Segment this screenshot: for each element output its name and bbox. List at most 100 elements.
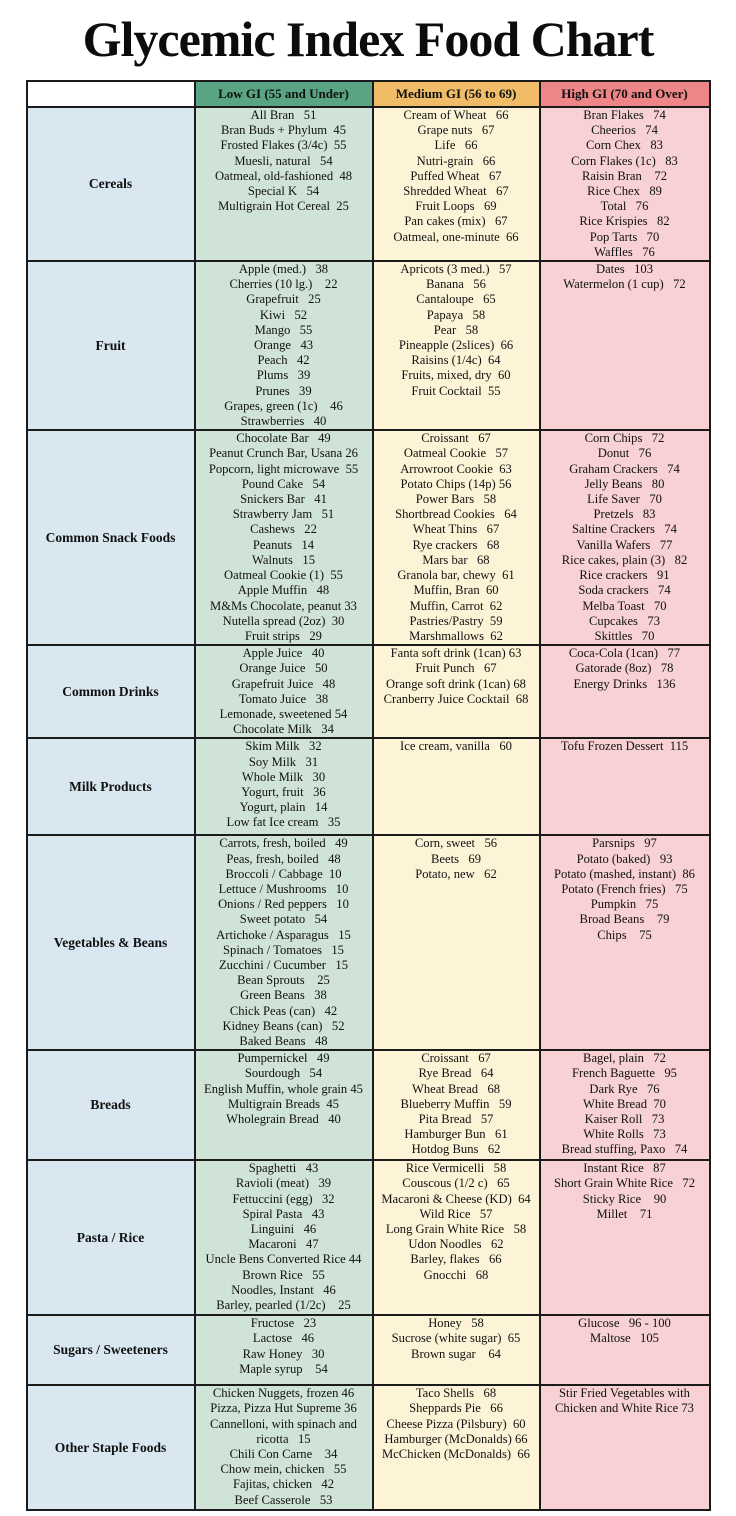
food-item: Bran Flakes 74 [583,108,666,122]
food-item: Muesli, natural 54 [234,153,333,168]
category-cell: Sugars / Sweeteners [25,1314,196,1387]
low-gi-cell: All Bran 51 Bran Buds + Phylum 45 Frosted … [193,105,374,263]
food-item: Mars bar 68 [422,552,490,567]
food-item: Kidney Beans (can) 52 [222,1018,345,1033]
food-item: Sheppards Pie 66 [409,1401,503,1416]
low-gi-cell: Apple Juice 40 Orange Juice 50 Grapefruit … [193,644,374,740]
food-item: Udon Noodles 62 [408,1237,504,1252]
food-item: Pretzels 83 [593,507,656,522]
medium-gi-cell: Fanta soft drink (1can) 63 Fruit Punch 67… [371,644,541,740]
food-item: Wheat Bread 68 [411,1081,501,1096]
food-item: Bean Sprouts 25 [237,973,330,988]
food-item: Oatmeal Cookie (1) 55 [224,568,343,583]
food-item: Broad Beans 79 [579,912,670,927]
food-item: Beets 69 [430,851,482,866]
food-item: Tomato Juice 38 [238,691,329,706]
food-item: Popcorn, light microwave 55 [208,461,359,476]
low-gi-cell: Apple (med.) 38 Cherries (10 lg.) 22 Grape… [193,260,374,432]
food-item: Low fat Ice cream 35 [226,815,341,830]
food-item: Long Grain White Rice 58 [385,1221,527,1236]
food-item: Rye Bread 64 [418,1066,494,1081]
low-gi-cell: Pumpernickel 49 Sourdough 54 English Muffi… [193,1049,374,1162]
food-item: Saltine Crackers 74 [572,522,677,537]
food-item: Barley, pearled (1/2c) 25 [216,1298,351,1312]
food-item: Orange soft drink (1can) 68 [386,676,526,691]
food-item: Bagel, plain 72 [583,1051,666,1066]
food-item: Grapefruit Juice 48 [231,676,336,691]
food-item: Cannelloni, with spinach and ricotta 15 [210,1416,361,1446]
food-item: Oatmeal, one-minute 66 [393,229,519,244]
food-item: Wholegrain Bread 40 [226,1111,341,1126]
food-item: Cheese Pizza (Pilsbury) 60 [386,1416,526,1431]
food-item: Walnuts 15 [252,552,315,567]
food-item: Skittles 70 [594,628,655,643]
low-gi-cell: Fructose 23 Lactose 46 Raw Honey 30 Maple s… [193,1314,374,1387]
food-item: Pumpkin 75 [590,897,659,912]
food-item: Kiwi 52 [259,307,308,322]
food-item: Taco Shells 68 [415,1386,497,1401]
food-item: Carrots, fresh, boiled 49 [219,836,348,851]
category-cell: Common Drinks [25,644,196,740]
high-gi-cell: Bagel, plain 72 French Baguette 95 Dark Ry… [538,1049,711,1162]
low-gi-cell: Chocolate Bar 49 Peanut Crunch Bar, Usana… [193,429,374,647]
food-item: Snickers Bar 41 [240,492,327,507]
food-item: Muffin, Carrot 62 [409,598,503,613]
food-item: Chocolate Milk 34 [233,722,334,737]
category-cell: Pasta / Rice [25,1159,196,1317]
food-item: Chili Con Carne 34 [229,1446,338,1461]
food-item: Shredded Wheat 67 [403,184,509,199]
low-gi-cell: Spaghetti 43 Ravioli (meat) 39 Fettuccini … [193,1159,374,1317]
food-item: Sucrose (white sugar) 65 [391,1331,521,1346]
high-gi-cell: Stir Fried Vegetables with Chicken and W… [538,1384,711,1512]
high-gi-cell: Corn Chips 72 Donut 76 Graham Crackers 74 J… [538,429,711,647]
food-item: Artichoke / Asparagus 15 [216,927,351,942]
food-item: Rice crackers 91 [579,568,670,583]
table-row: Common Drinks Apple Juice 40 Orange Juice … [25,644,711,740]
food-item: Spinach / Tomatoes 15 [223,942,344,957]
food-item: Apple Muffin 48 [237,583,330,598]
food-item: Bread stuffing, Paxo 74 [561,1142,688,1157]
medium-gi-cell: Cream of Wheat 66 Grape nuts 67 Life 66 Nut… [371,105,541,263]
food-item: Power Bars 58 [415,492,497,507]
food-item: Coca-Cola (1can) 77 [568,646,681,661]
food-item: Spaghetti 43 [248,1161,319,1176]
food-item: Barley, flakes 66 [410,1252,502,1267]
category-cell: Fruit [25,260,196,432]
low-gi-cell: Skim Milk 32 Soy Milk 31 Whole Milk 30 Yogu… [193,737,374,837]
food-item: Jelly Beans 80 [584,476,665,491]
food-item: Lactose 46 [252,1331,315,1346]
food-item: White Bread 70 [583,1096,666,1111]
medium-gi-cell: Ice cream, vanilla 60 [371,737,541,837]
food-item: Oatmeal Cookie 57 [403,446,509,461]
food-item: Orange 43 [253,338,314,353]
food-item: Raisins (1/4c) 64 [411,353,501,368]
food-item: Banana 56 [426,277,486,292]
food-item: Cashews 22 [250,522,317,537]
food-item: Rice Vermicelli 58 [405,1161,507,1176]
food-item: Apple (med.) 38 [238,262,329,277]
food-item: Honey 58 [428,1316,484,1331]
food-item: Shortbread Cookies 64 [395,507,517,522]
medium-gi-cell: Croissant 67 Oatmeal Cookie 57 Arrowroot C… [371,429,541,647]
food-item: Maltose 105 [590,1331,659,1346]
food-item: Soda crackers 74 [578,583,671,598]
food-item: Vanilla Wafers 77 [576,537,673,552]
high-gi-cell: Dates 103 Watermelon (1 cup) 72 [538,260,711,432]
column-header-low-gi: Low GI (55 and Under) [193,80,374,108]
food-item: Energy Drinks 136 [573,676,676,691]
food-item: Zucchini / Cucumber 15 [218,957,349,972]
food-item: Yogurt, fruit 36 [241,784,326,799]
food-item: Sticky Rice 90 [582,1191,667,1206]
food-item: Nutri-grain 66 [416,153,496,168]
food-item: Lemonade, sweetened 54 [219,706,348,721]
food-item: Instant Rice 87 [583,1161,666,1176]
food-item: Linguini 46 [250,1221,317,1236]
food-item: Baked Beans 48 [239,1033,328,1048]
food-item: Short Grain White Rice 72 [553,1176,696,1191]
food-item: Prunes 39 [255,383,312,398]
food-item: Peanuts 14 [252,537,315,552]
food-item: Peas, fresh, boiled 48 [226,851,341,866]
food-item: Potato (mashed, instant) 86 [554,866,695,881]
food-item: Life Saver 70 [587,492,662,507]
